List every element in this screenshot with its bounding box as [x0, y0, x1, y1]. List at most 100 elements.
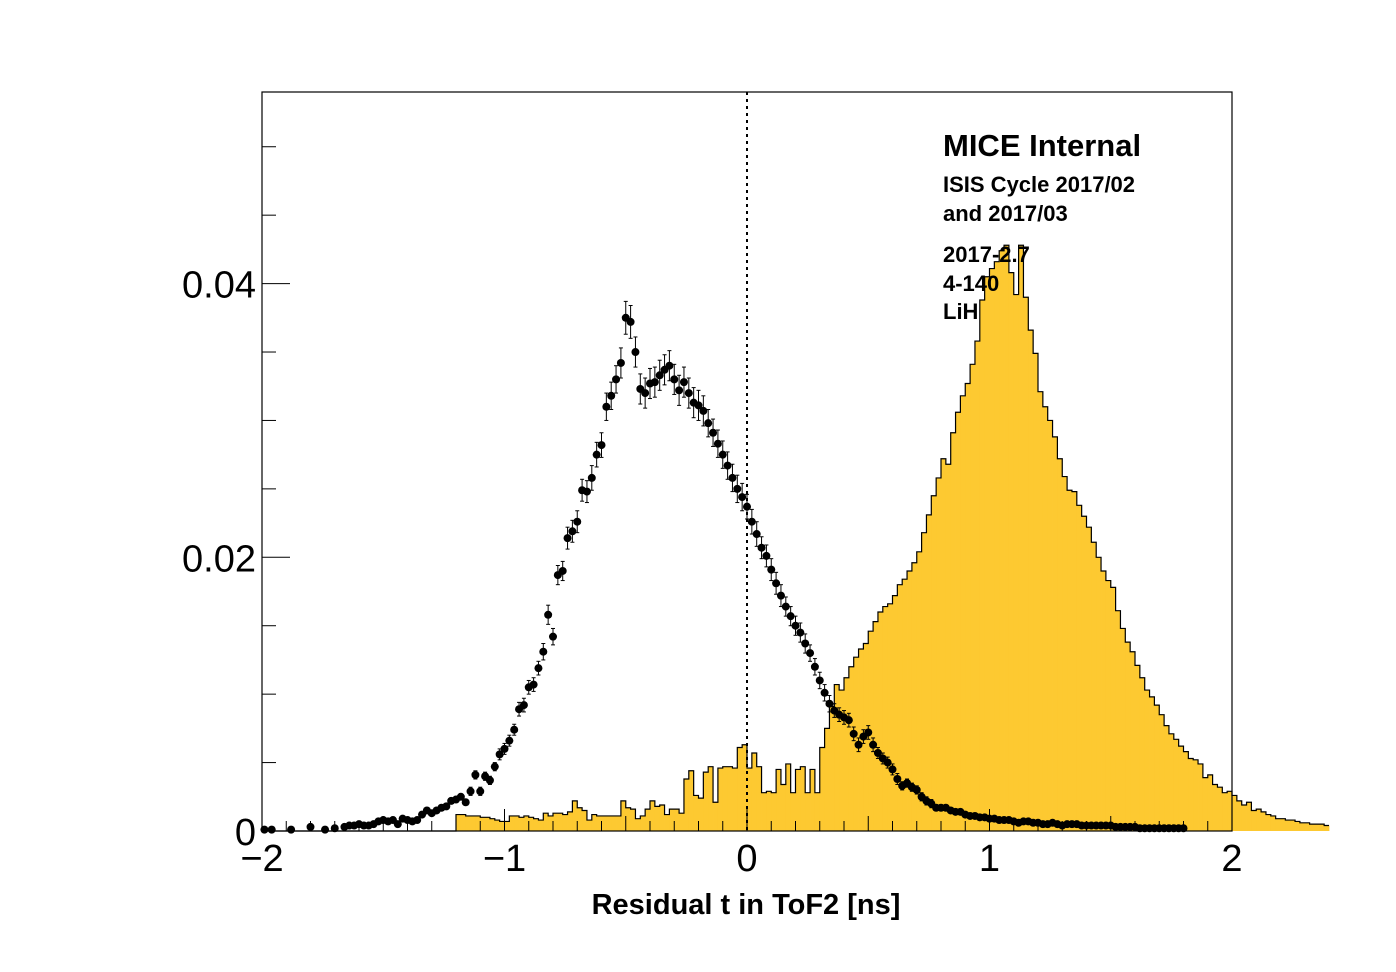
- histogram-bar: [519, 817, 525, 831]
- data-point: [670, 363, 679, 395]
- x-tick-label: −2: [240, 838, 283, 880]
- data-point: [510, 723, 519, 736]
- histogram-bar: [485, 817, 491, 831]
- point-marker: [781, 602, 790, 611]
- data-point: [801, 633, 810, 654]
- histogram-bar: [1033, 353, 1039, 831]
- point-marker: [869, 740, 878, 749]
- data-point: [786, 606, 795, 627]
- point-marker: [490, 762, 499, 771]
- point-marker: [631, 348, 640, 357]
- histogram-bar: [945, 464, 952, 831]
- histogram-bar: [1038, 391, 1044, 831]
- histogram-bar: [683, 778, 690, 831]
- histogram-bar: [805, 792, 811, 831]
- histogram-bar: [907, 570, 913, 831]
- point-marker: [670, 375, 679, 384]
- histogram-bar: [1304, 822, 1310, 831]
- point-marker: [679, 378, 688, 387]
- histogram-bar: [926, 514, 932, 831]
- histogram-bar: [1290, 820, 1296, 831]
- histogram-bar: [921, 532, 927, 831]
- histogram-bar: [645, 809, 651, 831]
- data-point: [461, 798, 470, 807]
- histogram-bar: [1096, 557, 1102, 831]
- histogram-bar: [1183, 751, 1189, 831]
- data-point: [675, 374, 684, 406]
- histogram-bar: [790, 792, 796, 831]
- histogram-bar: [659, 804, 665, 831]
- histogram-bar: [810, 769, 816, 831]
- point-marker: [883, 758, 892, 767]
- data-point: [762, 544, 771, 568]
- histogram-bar: [557, 813, 564, 831]
- histogram-bar: [742, 744, 748, 831]
- point-marker: [544, 610, 553, 619]
- histogram-bar: [1193, 759, 1199, 831]
- point-marker: [602, 402, 611, 411]
- data-point: [781, 596, 790, 617]
- histogram-bar: [882, 606, 889, 831]
- point-marker: [912, 785, 921, 794]
- point-marker: [757, 543, 766, 552]
- histogram-bar: [713, 802, 719, 831]
- point-marker: [893, 774, 902, 783]
- histogram-bar: [994, 261, 1000, 831]
- histogram-bar: [999, 250, 1005, 831]
- annotation-title: MICE Internal: [943, 128, 1141, 163]
- histogram-bar: [795, 769, 801, 831]
- histogram-bar: [509, 815, 515, 831]
- histogram-bar: [708, 766, 714, 831]
- data-point: [563, 526, 572, 550]
- point-marker: [844, 716, 853, 725]
- y-tick-label: 0.02: [182, 538, 256, 580]
- y-tick-label: 0: [235, 812, 256, 854]
- data-point: [505, 734, 514, 747]
- data-point: [810, 658, 819, 676]
- histogram-bar: [785, 763, 792, 831]
- data-point: [616, 347, 625, 379]
- point-marker: [815, 676, 824, 685]
- data-point: [864, 725, 873, 740]
- x-axis-title: Residual t in ToF2 [ns]: [592, 889, 901, 921]
- histogram-bar: [1314, 824, 1320, 831]
- histogram-bar: [635, 818, 641, 831]
- data-point: [456, 792, 465, 801]
- point-marker: [767, 565, 776, 574]
- histogram-bar: [877, 612, 884, 831]
- histogram-bar: [892, 595, 898, 831]
- data-point: [534, 660, 543, 676]
- point-marker: [573, 517, 582, 526]
- data-point: [607, 381, 616, 410]
- histogram-bar: [1130, 651, 1136, 831]
- histogram-bar: [814, 792, 821, 831]
- data-point: [466, 786, 475, 796]
- data-point: [549, 627, 557, 646]
- data-point: [485, 775, 494, 785]
- histogram-bar: [751, 752, 758, 831]
- histogram-bar: [1261, 811, 1267, 831]
- data-point: [679, 366, 688, 398]
- histogram-bar: [1198, 763, 1204, 831]
- data-point: [650, 366, 659, 398]
- histogram-bar: [494, 820, 501, 831]
- histogram-bar: [1256, 809, 1262, 831]
- histogram-outline: [262, 244, 1329, 832]
- histogram-bar: [1101, 570, 1107, 831]
- point-marker: [612, 375, 621, 384]
- point-marker: [558, 566, 567, 575]
- histogram-bar: [1018, 245, 1024, 832]
- data-point: [912, 785, 921, 795]
- histogram-bar: [916, 551, 922, 831]
- histogram-bar: [499, 821, 505, 831]
- point-marker: [476, 787, 485, 796]
- data-point: [442, 802, 451, 811]
- histogram-bar: [848, 666, 855, 831]
- histogram-bar: [931, 495, 937, 831]
- y-tick-label: 0.04: [182, 265, 256, 307]
- data-point: [476, 786, 485, 796]
- data-point: [815, 671, 824, 690]
- histogram-bar: [887, 603, 893, 831]
- histogram-bar: [950, 432, 956, 831]
